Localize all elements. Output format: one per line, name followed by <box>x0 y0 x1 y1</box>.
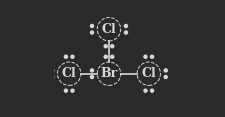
Text: Br: Br <box>100 67 118 80</box>
Circle shape <box>64 55 68 58</box>
Circle shape <box>111 45 114 48</box>
Circle shape <box>51 69 54 72</box>
Circle shape <box>144 55 147 58</box>
Circle shape <box>71 89 74 92</box>
Circle shape <box>90 69 94 72</box>
Text: Cl: Cl <box>102 23 116 36</box>
Circle shape <box>144 89 147 92</box>
Text: Cl: Cl <box>141 67 156 80</box>
Circle shape <box>151 55 154 58</box>
Circle shape <box>151 89 154 92</box>
Circle shape <box>164 69 167 72</box>
Circle shape <box>104 55 107 58</box>
Circle shape <box>124 24 128 27</box>
Circle shape <box>71 55 74 58</box>
Circle shape <box>90 75 94 79</box>
Circle shape <box>90 31 94 34</box>
Circle shape <box>51 75 54 79</box>
Circle shape <box>124 31 128 34</box>
Circle shape <box>90 24 94 27</box>
Circle shape <box>104 45 107 48</box>
Circle shape <box>111 55 114 58</box>
Circle shape <box>64 89 68 92</box>
Text: Cl: Cl <box>62 67 76 80</box>
Circle shape <box>164 75 167 79</box>
